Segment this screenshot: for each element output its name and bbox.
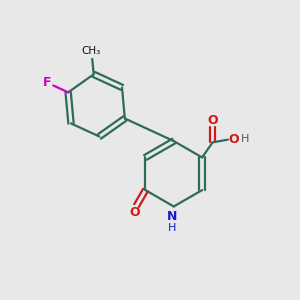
Text: H: H: [167, 223, 176, 233]
Text: O: O: [229, 133, 239, 146]
Text: O: O: [130, 206, 140, 219]
Text: O: O: [207, 114, 218, 128]
Text: F: F: [43, 76, 52, 89]
Text: N: N: [167, 210, 177, 224]
Text: CH₃: CH₃: [82, 46, 101, 56]
Text: H: H: [241, 134, 249, 144]
